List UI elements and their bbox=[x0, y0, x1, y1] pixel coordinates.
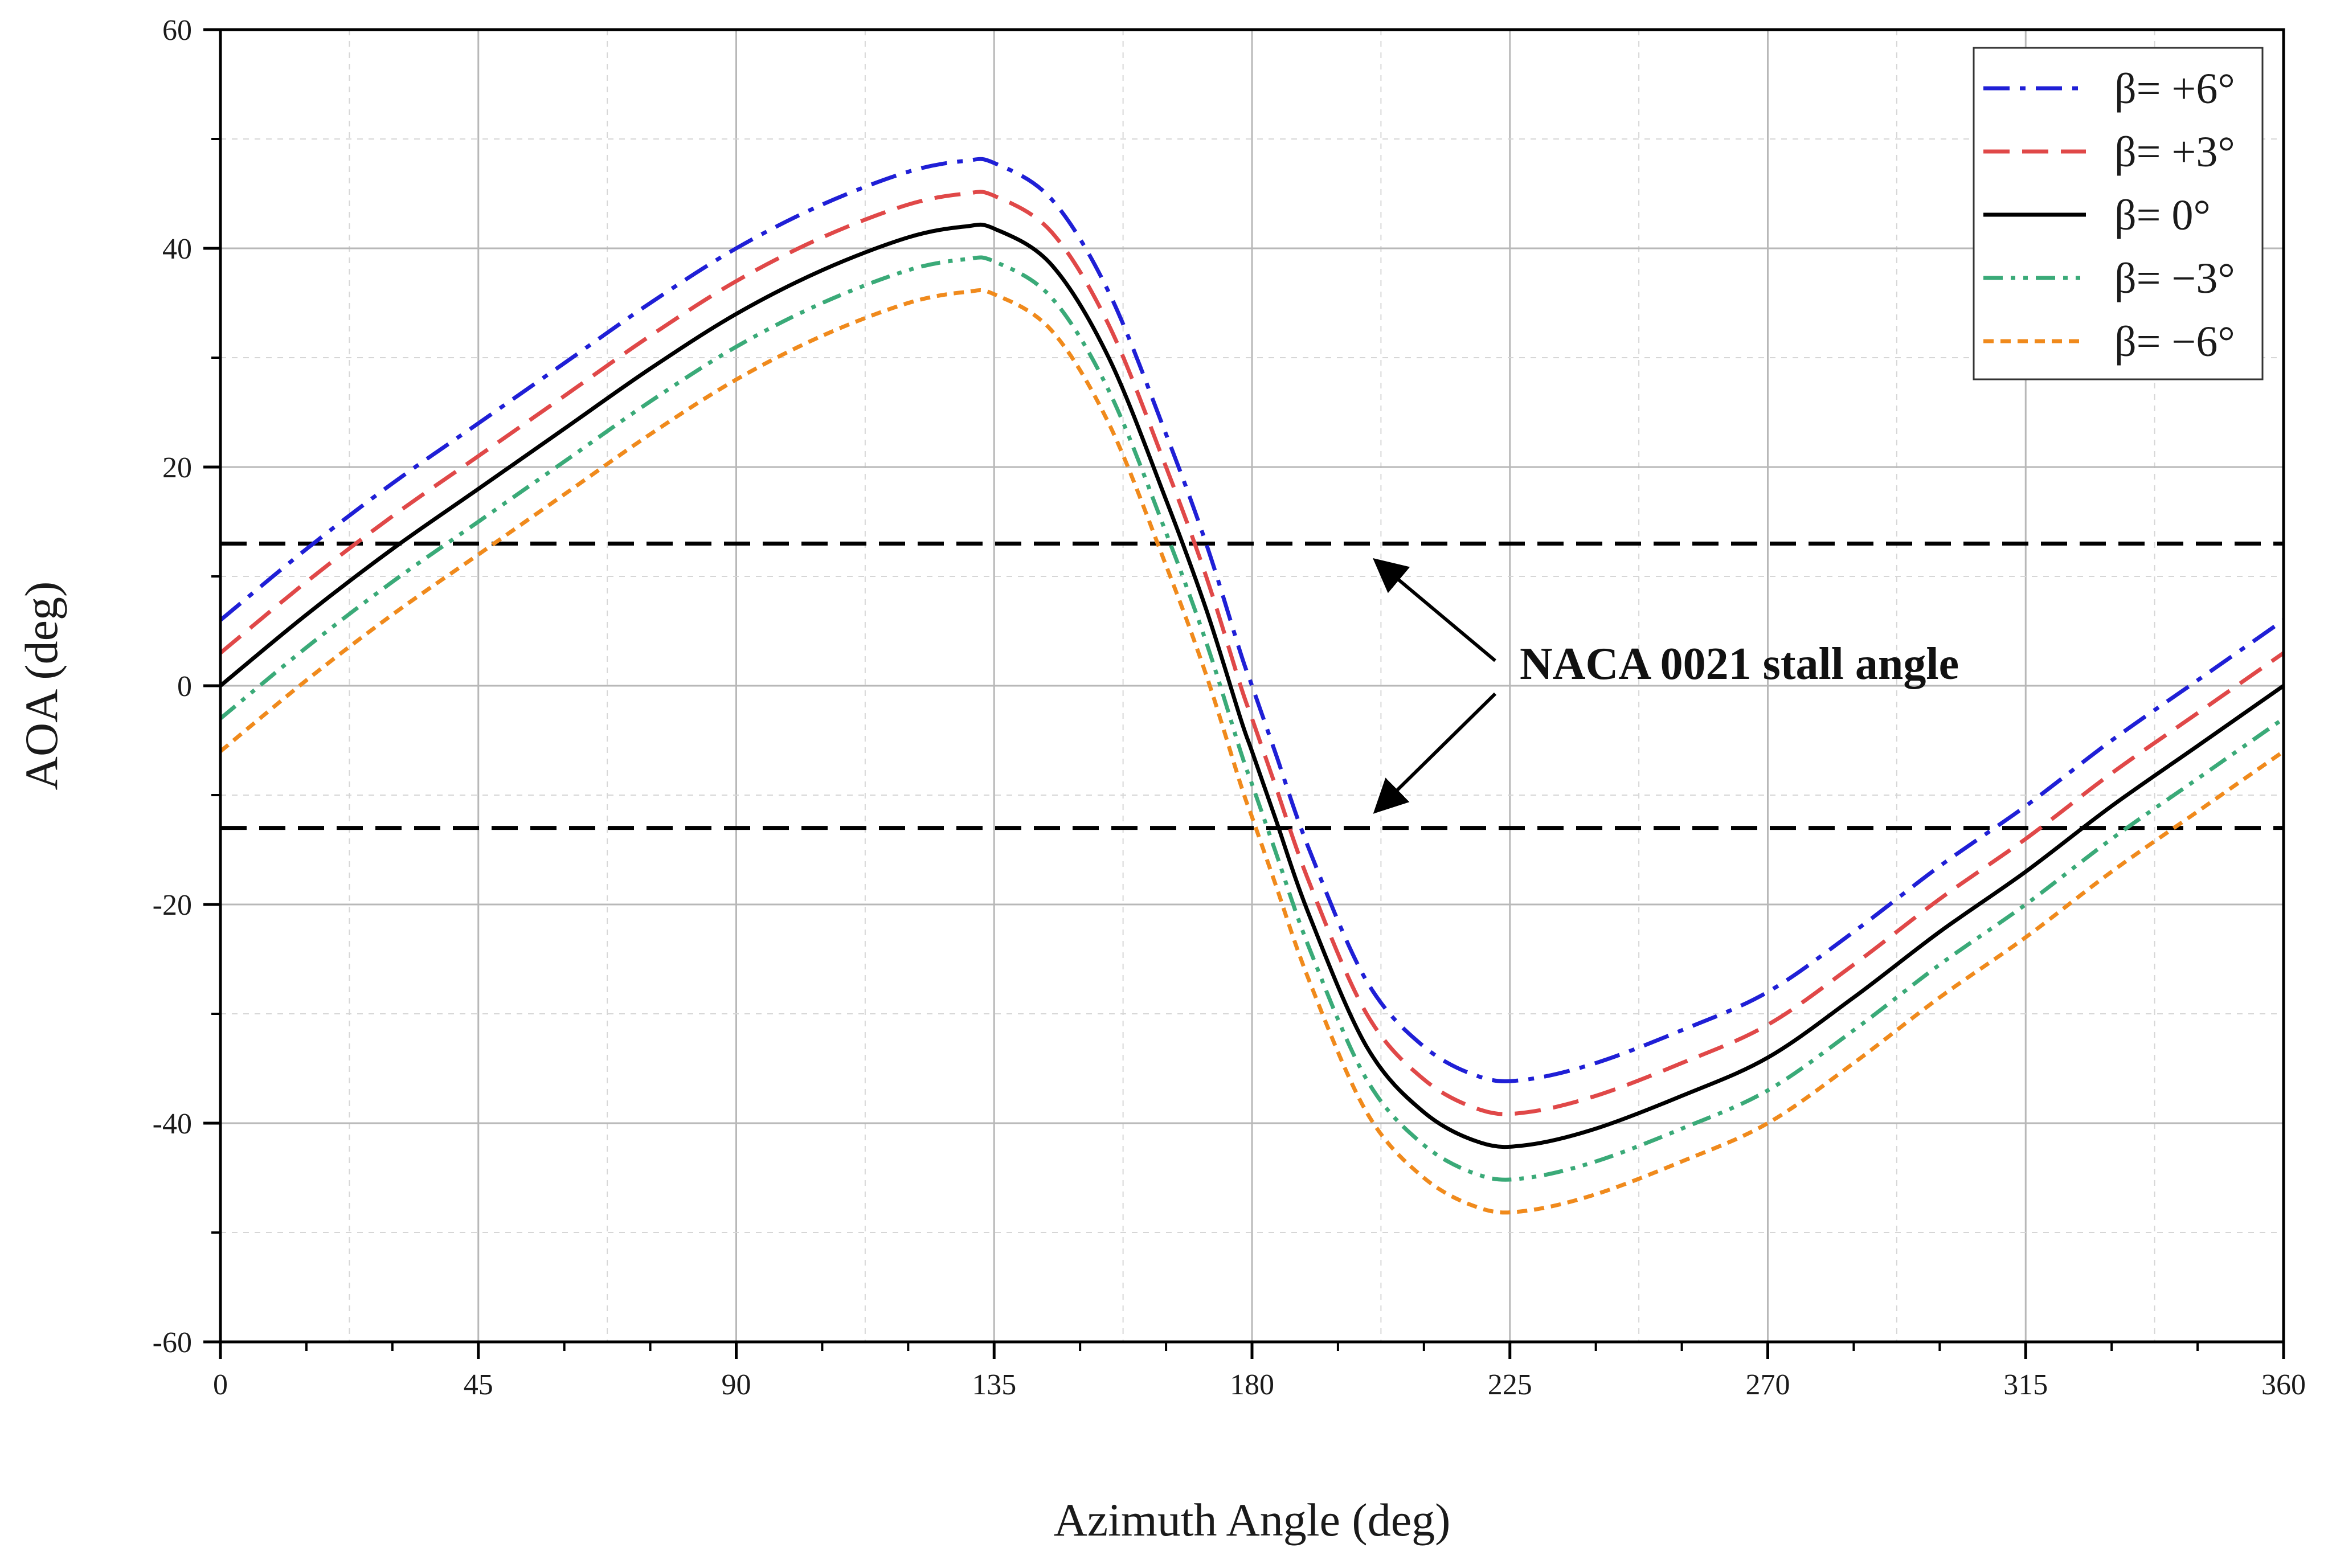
annotation-arrow bbox=[1373, 692, 1497, 814]
y-tick-label: 0 bbox=[177, 670, 192, 703]
series-line-3 bbox=[220, 222, 2284, 1149]
x-tick-label: 360 bbox=[2261, 1369, 2306, 1401]
x-tick-label: 180 bbox=[1230, 1369, 1274, 1401]
x-tick-label: 135 bbox=[972, 1369, 1016, 1401]
stall-reference-lines bbox=[220, 541, 2284, 830]
legend: β= +6° β= +3° β= 0° β= −3° β= −6° bbox=[1973, 47, 2264, 380]
legend-label-5: β= −6° bbox=[2114, 318, 2235, 366]
y-tick-label: 60 bbox=[162, 14, 192, 47]
x-axis-title: Azimuth Angle (deg) bbox=[1054, 1494, 1451, 1546]
y-tick-label: -40 bbox=[153, 1108, 192, 1140]
x-tick-label: 270 bbox=[1746, 1369, 1790, 1401]
y-axis-title: AOA (deg) bbox=[15, 582, 67, 791]
x-tick-label: 225 bbox=[1488, 1369, 1532, 1401]
x-tick-label: 45 bbox=[464, 1369, 493, 1401]
annotation-text: NACA 0021 stall angle bbox=[1520, 639, 1959, 689]
x-tick-label: 90 bbox=[722, 1369, 751, 1401]
legend-label-1: β= +6° bbox=[2114, 65, 2235, 113]
series-line-2 bbox=[220, 190, 2284, 1116]
series-line-5 bbox=[220, 288, 2284, 1215]
legend-label-2: β= +3° bbox=[2114, 128, 2235, 176]
legend-label-4: β= −3° bbox=[2114, 255, 2235, 302]
y-tick-label: 20 bbox=[162, 452, 192, 484]
y-tick-label: 40 bbox=[162, 233, 192, 265]
annotation-arrow bbox=[1373, 558, 1496, 662]
series-line-1 bbox=[220, 157, 2284, 1083]
y-tick-label: -20 bbox=[153, 889, 192, 922]
stall-annotation bbox=[1373, 558, 1497, 814]
x-tick-label: 315 bbox=[2003, 1369, 2048, 1401]
legend-label-3: β= 0° bbox=[2114, 191, 2211, 239]
tick-labels: 0 45 90 135 180 225 270 315 360 -60 -40 -20 0 20 40 60 bbox=[153, 14, 2306, 1401]
axis-ticks bbox=[203, 28, 2285, 1359]
series-line-4 bbox=[220, 255, 2284, 1182]
x-tick-label: 0 bbox=[213, 1369, 228, 1401]
y-tick-label: -60 bbox=[153, 1327, 192, 1359]
series-lines bbox=[220, 157, 2284, 1215]
